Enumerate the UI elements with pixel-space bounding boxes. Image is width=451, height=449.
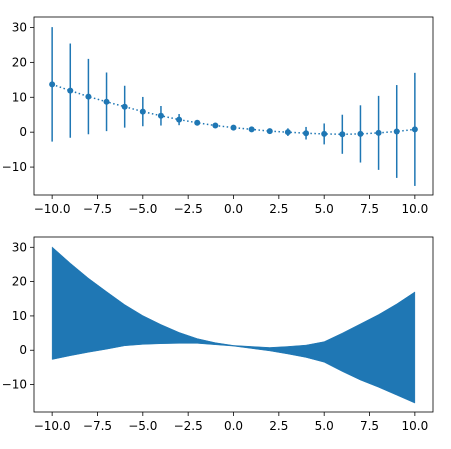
x-tick-label: −2.5: [174, 419, 203, 433]
x-tick-label: 2.5: [269, 202, 288, 216]
data-point: [212, 122, 219, 129]
y-tick-label: 20: [12, 275, 27, 289]
data-point: [357, 130, 364, 137]
x-tick-label: −2.5: [174, 202, 203, 216]
data-point: [393, 128, 400, 135]
x-tick-label: 0.0: [224, 202, 243, 216]
fill-between-chart: −10.0 −7.5 −5.0 −2.5 0.0 2.5 5.0 7.5 10.0 −10 0 10 2…: [2, 236, 434, 433]
x-tick-label: 2.5: [269, 419, 288, 433]
data-point: [375, 129, 382, 136]
data-point: [176, 116, 183, 123]
y-tick-label: 10: [12, 309, 27, 323]
x-tick-label: 10.0: [402, 202, 429, 216]
x-tick-label: 5.0: [315, 202, 334, 216]
x-tick-label: 7.5: [360, 419, 379, 433]
data-point: [121, 103, 128, 110]
y-tick-label: 30: [12, 20, 27, 34]
x-tick-label: −5.0: [128, 419, 157, 433]
y-tick-label: 10: [12, 90, 27, 104]
data-point: [85, 93, 92, 100]
x-tick-label: 10.0: [402, 419, 429, 433]
data-point: [321, 130, 328, 137]
x-tick-label: −7.5: [83, 419, 112, 433]
y-tick-label: −10: [2, 378, 27, 392]
data-point: [139, 108, 146, 115]
data-point: [194, 119, 201, 126]
x-tick-label: −10.0: [34, 202, 71, 216]
y-tick-label: 0: [19, 125, 27, 139]
x-tick-label: 7.5: [360, 202, 379, 216]
filled-area: [51, 246, 416, 404]
data-point: [248, 126, 255, 133]
x-tick-label: 5.0: [315, 419, 334, 433]
data-point: [303, 130, 310, 137]
x-tick-label: 0.0: [224, 419, 243, 433]
x-tick-label: −10.0: [34, 419, 71, 433]
x-tick-label: −7.5: [83, 202, 112, 216]
data-point: [67, 87, 74, 94]
data-point: [284, 129, 291, 136]
y-tick-label: 30: [12, 240, 27, 254]
data-point: [103, 98, 110, 105]
axes-frame: [33, 16, 434, 196]
data-point: [49, 81, 56, 88]
data-point: [339, 131, 346, 138]
y-tick-label: 0: [19, 343, 27, 357]
data-point: [230, 124, 237, 131]
errorbar-chart: −10.0 −7.5 −5.0 −2.5 0.0 2.5 5.0 7.5 10.0 −10 0 10 2…: [2, 16, 434, 216]
data-point: [157, 112, 164, 119]
y-tick-label: −10: [2, 160, 27, 174]
series-line: [51, 83, 415, 136]
y-tick-label: 20: [12, 55, 27, 69]
x-tick-label: −5.0: [128, 202, 157, 216]
data-point: [266, 128, 273, 135]
data-point: [411, 126, 418, 133]
